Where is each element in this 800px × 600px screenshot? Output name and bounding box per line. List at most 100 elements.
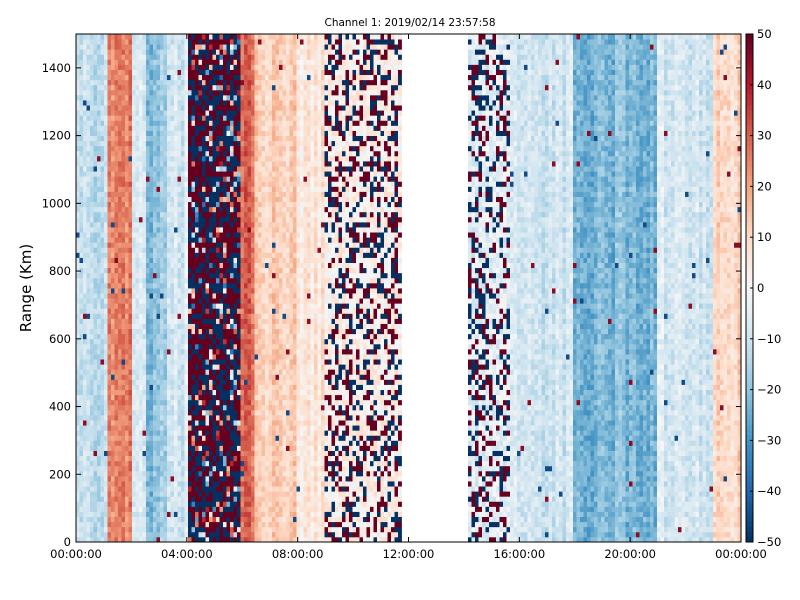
heatmap-cell: [188, 450, 192, 457]
heatmap-cell: [125, 94, 129, 101]
heatmap-cell: [146, 247, 150, 253]
heatmap-cell: [86, 267, 91, 274]
heatmap-cell: [219, 364, 224, 370]
heatmap-cell: [163, 313, 168, 319]
heatmap-cell: [205, 196, 210, 203]
heatmap-cell: [142, 94, 147, 101]
heatmap-cell: [146, 481, 150, 487]
heatmap-cell: [184, 44, 189, 50]
heatmap-cell: [111, 308, 115, 314]
heatmap-cell: [198, 374, 203, 380]
heatmap-cell: [90, 49, 94, 55]
heatmap-cell: [135, 491, 140, 497]
heatmap-cell: [111, 496, 115, 502]
heatmap-cell: [216, 242, 220, 248]
heatmap-cell: [160, 140, 164, 147]
heatmap-cell: [104, 34, 108, 40]
heatmap-cell: [219, 470, 224, 477]
heatmap-cell: [114, 394, 119, 401]
heatmap-cell: [153, 460, 157, 467]
heatmap-cell: [226, 394, 231, 401]
heatmap-cell: [114, 120, 119, 126]
heatmap-cell: [93, 470, 98, 477]
heatmap-cell: [205, 94, 210, 101]
heatmap-cell: [79, 404, 84, 411]
heatmap-cell: [118, 364, 122, 370]
heatmap-cell: [118, 206, 122, 213]
heatmap-cell: [170, 150, 175, 157]
heatmap-cell: [181, 130, 185, 136]
heatmap-cell: [125, 39, 129, 45]
heatmap-cell: [97, 409, 101, 416]
heatmap-cell: [202, 216, 206, 223]
heatmap-cell: [146, 262, 150, 269]
heatmap-cell: [139, 369, 143, 375]
heatmap-cell: [230, 348, 234, 355]
heatmap-cell: [149, 430, 154, 436]
heatmap-cell: [244, 323, 248, 330]
heatmap-cell: [79, 298, 84, 304]
heatmap-cell: [93, 409, 98, 416]
heatmap-cell: [195, 481, 199, 487]
heatmap-cell: [149, 34, 154, 40]
heatmap-cell: [132, 425, 136, 431]
heatmap-cell: [209, 135, 213, 142]
heatmap-cell: [86, 359, 91, 365]
heatmap-cell: [86, 369, 91, 375]
heatmap-cell: [174, 39, 178, 45]
heatmap-cell: [205, 135, 210, 142]
heatmap-cell: [240, 475, 245, 482]
heatmap-cell: [104, 496, 108, 502]
heatmap-cell: [121, 293, 126, 299]
heatmap-cell: [97, 130, 101, 136]
heatmap-cell: [121, 511, 126, 517]
heatmap-cell: [216, 94, 220, 101]
heatmap-cell: [153, 227, 157, 233]
heatmap-cell: [205, 242, 210, 248]
heatmap-cell: [83, 221, 87, 228]
heatmap-cell: [83, 130, 87, 136]
heatmap-cell: [79, 79, 84, 86]
heatmap-cell: [132, 531, 136, 538]
heatmap-cell: [195, 475, 199, 482]
heatmap-cell: [233, 155, 238, 162]
heatmap-cell: [219, 531, 224, 538]
heatmap-cell: [76, 409, 80, 416]
heatmap-cell: [216, 384, 220, 390]
heatmap-cell: [202, 176, 206, 182]
heatmap-cell: [83, 430, 87, 436]
heatmap-cell: [86, 348, 91, 355]
heatmap-cell: [90, 201, 94, 208]
heatmap-cell: [226, 34, 231, 40]
heatmap-cell: [219, 150, 224, 157]
heatmap-cell: [195, 450, 199, 457]
heatmap-cell: [170, 161, 175, 167]
heatmap-cell: [128, 491, 133, 497]
heatmap-cell: [177, 359, 182, 365]
heatmap-cell: [177, 506, 182, 512]
heatmap-cell: [202, 338, 206, 345]
heatmap-cell: [100, 389, 105, 396]
heatmap-cell: [198, 216, 203, 223]
heatmap-cell: [226, 74, 231, 81]
heatmap-cell: [149, 59, 154, 65]
heatmap-cell: [121, 237, 126, 243]
heatmap-cell: [118, 486, 122, 492]
heatmap-cell: [153, 120, 157, 126]
heatmap-cell: [114, 430, 119, 436]
heatmap-cell: [149, 389, 154, 396]
heatmap-cell: [188, 227, 192, 233]
heatmap-cell: [153, 501, 157, 507]
heatmap-cell: [132, 282, 136, 289]
heatmap-cell: [97, 430, 101, 436]
heatmap-cell: [111, 354, 115, 360]
heatmap-cell: [76, 415, 80, 421]
heatmap-cell: [139, 389, 143, 396]
heatmap-cell: [212, 221, 217, 228]
heatmap-cell: [139, 455, 143, 462]
heatmap-cell: [230, 374, 234, 380]
heatmap-cell: [163, 526, 168, 533]
heatmap-cell: [240, 516, 245, 523]
heatmap-cell: [139, 430, 143, 436]
heatmap-cell: [160, 379, 164, 385]
